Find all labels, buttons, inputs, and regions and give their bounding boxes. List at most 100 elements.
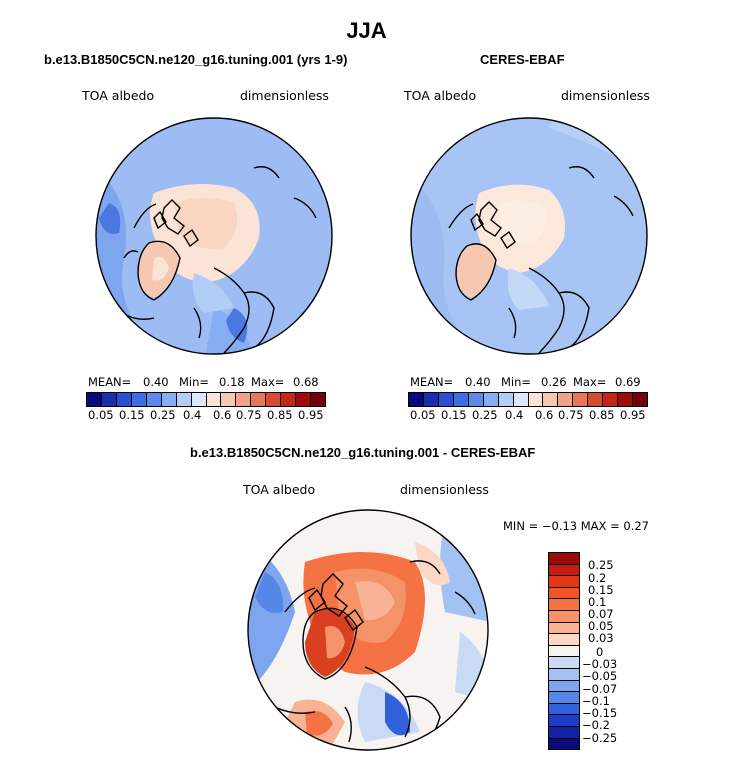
left-mean-label: MEAN= — [88, 375, 132, 389]
diff-cb-tick: 0 — [596, 645, 604, 659]
left-cb-tick: 0.6 — [213, 408, 232, 422]
diff-var-label: TOA albedo — [243, 482, 316, 497]
right-colorbar-swatch — [468, 393, 484, 406]
right-polar-map — [410, 117, 648, 355]
left-min-value: 0.18 — [219, 375, 245, 389]
left-cb-tick: 0.75 — [236, 408, 262, 422]
diff-cb-tick: −0.03 — [582, 657, 618, 671]
right-cb-tick: 0.25 — [472, 408, 498, 422]
diff-cb-tick: 0.03 — [588, 631, 614, 645]
right-units-label: dimensionless — [561, 88, 650, 103]
right-mean-label: MEAN= — [410, 375, 454, 389]
diff-colorbar-swatch — [549, 587, 579, 600]
left-colorbar-swatch — [101, 393, 117, 406]
diff-cb-tick: −0.1 — [582, 694, 610, 708]
diff-cb-tick: 0.2 — [588, 571, 607, 585]
right-cb-tick: 0.05 — [410, 408, 436, 422]
right-max-value: 0.69 — [615, 375, 641, 389]
right-cb-tick: 0.6 — [535, 408, 554, 422]
diff-cb-tick: 0.15 — [588, 583, 614, 597]
diff-colorbar-swatch — [549, 610, 579, 623]
left-colorbar-swatch — [281, 393, 297, 406]
diff-colorbar-swatch — [549, 715, 579, 727]
right-var-label: TOA albedo — [404, 88, 477, 103]
left-units-label: dimensionless — [240, 88, 329, 103]
left-colorbar-swatch — [131, 393, 147, 406]
diff-cb-tick: 0.1 — [588, 595, 607, 609]
right-min-value: 0.26 — [541, 375, 567, 389]
left-cb-tick: 0.05 — [88, 408, 114, 422]
right-colorbar-swatch — [423, 393, 439, 406]
diff-cb-tick: 0.07 — [588, 607, 614, 621]
left-min-label: Min= — [179, 375, 210, 389]
right-cb-tick: 0.85 — [589, 408, 615, 422]
left-var-label: TOA albedo — [82, 88, 155, 103]
right-cb-tick: 0.75 — [558, 408, 584, 422]
diff-cb-tick: −0.07 — [582, 682, 618, 696]
left-colorbar-swatch — [296, 393, 312, 406]
right-colorbar-swatch — [498, 393, 514, 406]
left-cb-tick: 0.85 — [267, 408, 293, 422]
left-panel-title: b.e13.B1850C5CN.ne120_g16.tuning.001 (yr… — [44, 52, 348, 67]
left-colorbar-swatch — [146, 393, 162, 406]
right-colorbar-swatch — [573, 393, 589, 406]
figure-title: JJA — [346, 18, 387, 43]
right-colorbar-swatch — [588, 393, 604, 406]
diff-colorbar-swatch — [549, 576, 579, 588]
diff-colorbar-swatch — [549, 726, 579, 739]
diff-cb-tick: 0.05 — [588, 619, 614, 633]
left-colorbar-swatch — [266, 393, 282, 406]
right-colorbar-swatch — [483, 393, 499, 406]
right-colorbar-swatch — [453, 393, 469, 406]
left-colorbar — [86, 392, 326, 407]
diff-cb-tick: 0.25 — [588, 558, 614, 572]
right-colorbar-swatch — [633, 393, 647, 406]
right-panel-title: CERES-EBAF — [480, 52, 565, 67]
diff-colorbar-swatch — [549, 553, 579, 565]
right-colorbar-swatch — [618, 393, 634, 406]
diff-colorbar-swatch — [549, 599, 579, 611]
left-polar-map — [95, 117, 333, 355]
diff-cb-tick: −0.2 — [582, 718, 610, 732]
left-cb-tick: 0.15 — [119, 408, 145, 422]
diff-colorbar — [548, 552, 580, 750]
left-colorbar-swatch — [251, 393, 267, 406]
right-mean-value: 0.40 — [465, 375, 491, 389]
diff-colorbar-swatch — [549, 622, 579, 635]
diff-colorbar-swatch — [549, 657, 579, 669]
left-colorbar-swatch — [311, 393, 325, 406]
left-colorbar-swatch — [176, 393, 192, 406]
diff-polar-map — [247, 509, 489, 751]
left-colorbar-swatch — [87, 393, 102, 406]
right-cb-tick: 0.95 — [620, 408, 646, 422]
right-max-label: Max= — [573, 375, 607, 389]
right-colorbar — [408, 392, 648, 407]
left-max-value: 0.68 — [293, 375, 319, 389]
right-colorbar-swatch — [513, 393, 529, 406]
right-colorbar-swatch — [543, 393, 559, 406]
right-cb-tick: 0.4 — [505, 408, 524, 422]
diff-cb-tick: −0.25 — [582, 731, 618, 745]
left-max-label: Max= — [251, 375, 285, 389]
right-min-label: Min= — [501, 375, 532, 389]
left-colorbar-swatch — [206, 393, 222, 406]
diff-panel-title: b.e13.B1850C5CN.ne120_g16.tuning.001 - C… — [190, 445, 536, 460]
right-colorbar-swatch — [409, 393, 424, 406]
right-colorbar-swatch — [603, 393, 619, 406]
left-colorbar-swatch — [221, 393, 237, 406]
diff-colorbar-swatch — [549, 680, 579, 693]
left-colorbar-swatch — [236, 393, 252, 406]
diff-colorbar-swatch — [549, 564, 579, 577]
right-colorbar-swatch — [558, 393, 574, 406]
left-cb-tick: 0.4 — [183, 408, 202, 422]
left-colorbar-swatch — [116, 393, 132, 406]
diff-minmax: MIN = −0.13 MAX = 0.27 — [503, 519, 649, 533]
right-colorbar-swatch — [528, 393, 544, 406]
right-colorbar-swatch — [438, 393, 454, 406]
diff-units-label: dimensionless — [400, 482, 489, 497]
right-cb-tick: 0.15 — [441, 408, 467, 422]
diff-colorbar-swatch — [549, 692, 579, 704]
left-mean-value: 0.40 — [143, 375, 169, 389]
diff-colorbar-swatch — [549, 738, 579, 750]
diff-colorbar-swatch — [549, 645, 579, 658]
